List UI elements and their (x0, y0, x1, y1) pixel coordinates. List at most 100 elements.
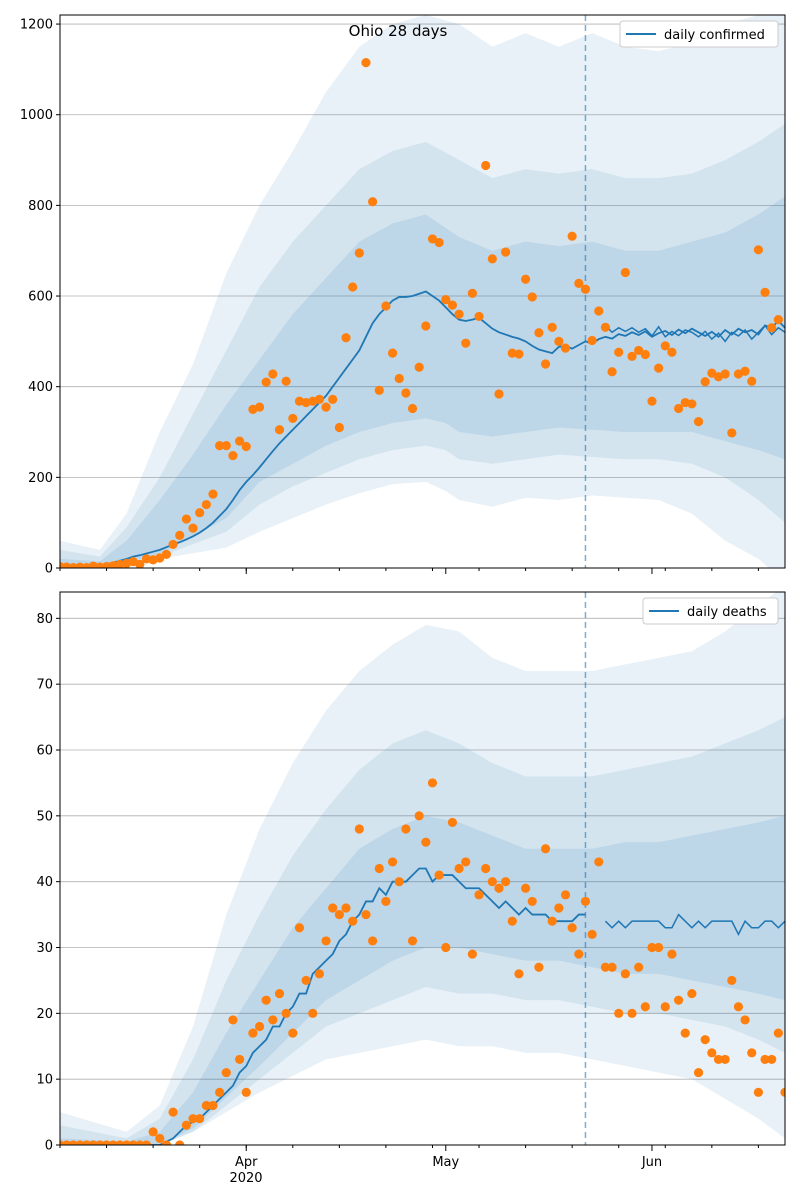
data-point (620, 267, 630, 278)
data-point (520, 274, 531, 284)
data-point (640, 349, 650, 360)
data-point (587, 335, 597, 346)
data-point (600, 322, 611, 332)
x-tick-label: Apr (235, 1155, 258, 1170)
data-point (481, 863, 491, 874)
data-point (407, 403, 418, 414)
data-point (600, 962, 611, 972)
forecast-line (604, 913, 785, 936)
data-point (654, 942, 664, 953)
data-point (547, 322, 557, 332)
data-point (587, 929, 597, 939)
data-point (387, 348, 398, 358)
clipped-plot (60, 592, 796, 1145)
data-point (108, 561, 118, 568)
y-tick-label: 1200 (20, 18, 53, 33)
data-point (414, 811, 424, 821)
data-point (274, 425, 285, 435)
data-point (474, 890, 484, 900)
data-point (181, 1120, 191, 1130)
band-inner (60, 196, 785, 568)
data-point (195, 1114, 205, 1124)
data-point (614, 347, 624, 357)
data-point (567, 231, 577, 241)
data-point (447, 300, 458, 310)
data-point (328, 903, 338, 913)
y-tick-label: 60 (36, 744, 53, 759)
data-point (301, 975, 311, 986)
clipped-plot (60, 15, 785, 568)
data-point (727, 428, 737, 438)
legend-box (619, 20, 779, 48)
data-point (594, 306, 604, 316)
data-point (294, 923, 305, 933)
y-tick-label: 0 (45, 562, 53, 577)
data-point (188, 1114, 198, 1124)
data-point (580, 896, 591, 907)
confirmed-panel: Ohio 28 days daily confirmed (349, 20, 779, 48)
data-point (441, 942, 451, 953)
data-point (135, 559, 145, 568)
data-point (760, 1054, 770, 1065)
data-point (401, 824, 411, 834)
data-point (368, 197, 378, 207)
data-point (787, 1094, 796, 1103)
data-point (314, 969, 325, 979)
legend-deaths: daily deaths (642, 597, 779, 625)
data-point (434, 870, 444, 880)
data-point (501, 877, 511, 887)
data-point (740, 1015, 750, 1025)
data-point (514, 349, 524, 359)
data-point (560, 890, 571, 900)
legend-label: daily deaths (687, 605, 767, 620)
data-point (228, 1015, 238, 1025)
data-point (348, 916, 358, 926)
data-point (234, 1054, 245, 1065)
data-point (487, 877, 497, 887)
data-point (354, 824, 364, 834)
data-point (627, 1008, 637, 1018)
data-point (201, 1100, 211, 1111)
data-point (634, 962, 644, 972)
data-point (634, 345, 644, 356)
data-point (281, 376, 291, 386)
data-point (261, 377, 271, 387)
data-point (654, 363, 664, 373)
data-point (361, 909, 371, 920)
data-point (421, 837, 431, 847)
data-point (501, 247, 511, 257)
data-point (168, 539, 178, 550)
data-point (534, 962, 544, 972)
legend-confirmed: daily confirmed (619, 20, 779, 48)
data-point (534, 328, 544, 338)
data-point (747, 1048, 757, 1058)
data-point (461, 338, 471, 348)
data-point (753, 1087, 763, 1097)
data-point (667, 949, 677, 959)
data-point (720, 1054, 730, 1065)
data-point (447, 817, 458, 828)
data-point (414, 362, 424, 372)
data-point (427, 778, 438, 788)
data-point (693, 416, 704, 427)
data-point (527, 896, 537, 907)
data-point (760, 287, 770, 298)
y-tick-label: 1000 (20, 108, 53, 123)
data-point (261, 995, 271, 1005)
data-point (387, 857, 398, 867)
data-point (767, 1054, 777, 1065)
data-point (467, 949, 477, 959)
data-point (673, 403, 684, 414)
y-tick-label: 800 (28, 199, 53, 214)
band-mid (60, 123, 785, 568)
data-point (780, 1087, 785, 1097)
data-point (341, 903, 351, 913)
data-point (680, 1028, 690, 1038)
data-point (155, 1133, 165, 1144)
data-point (640, 1002, 650, 1012)
data-point (773, 315, 783, 325)
axes-frame (59, 591, 786, 1146)
data-point (361, 57, 371, 68)
data-point (175, 1140, 185, 1145)
data-point (554, 903, 564, 913)
